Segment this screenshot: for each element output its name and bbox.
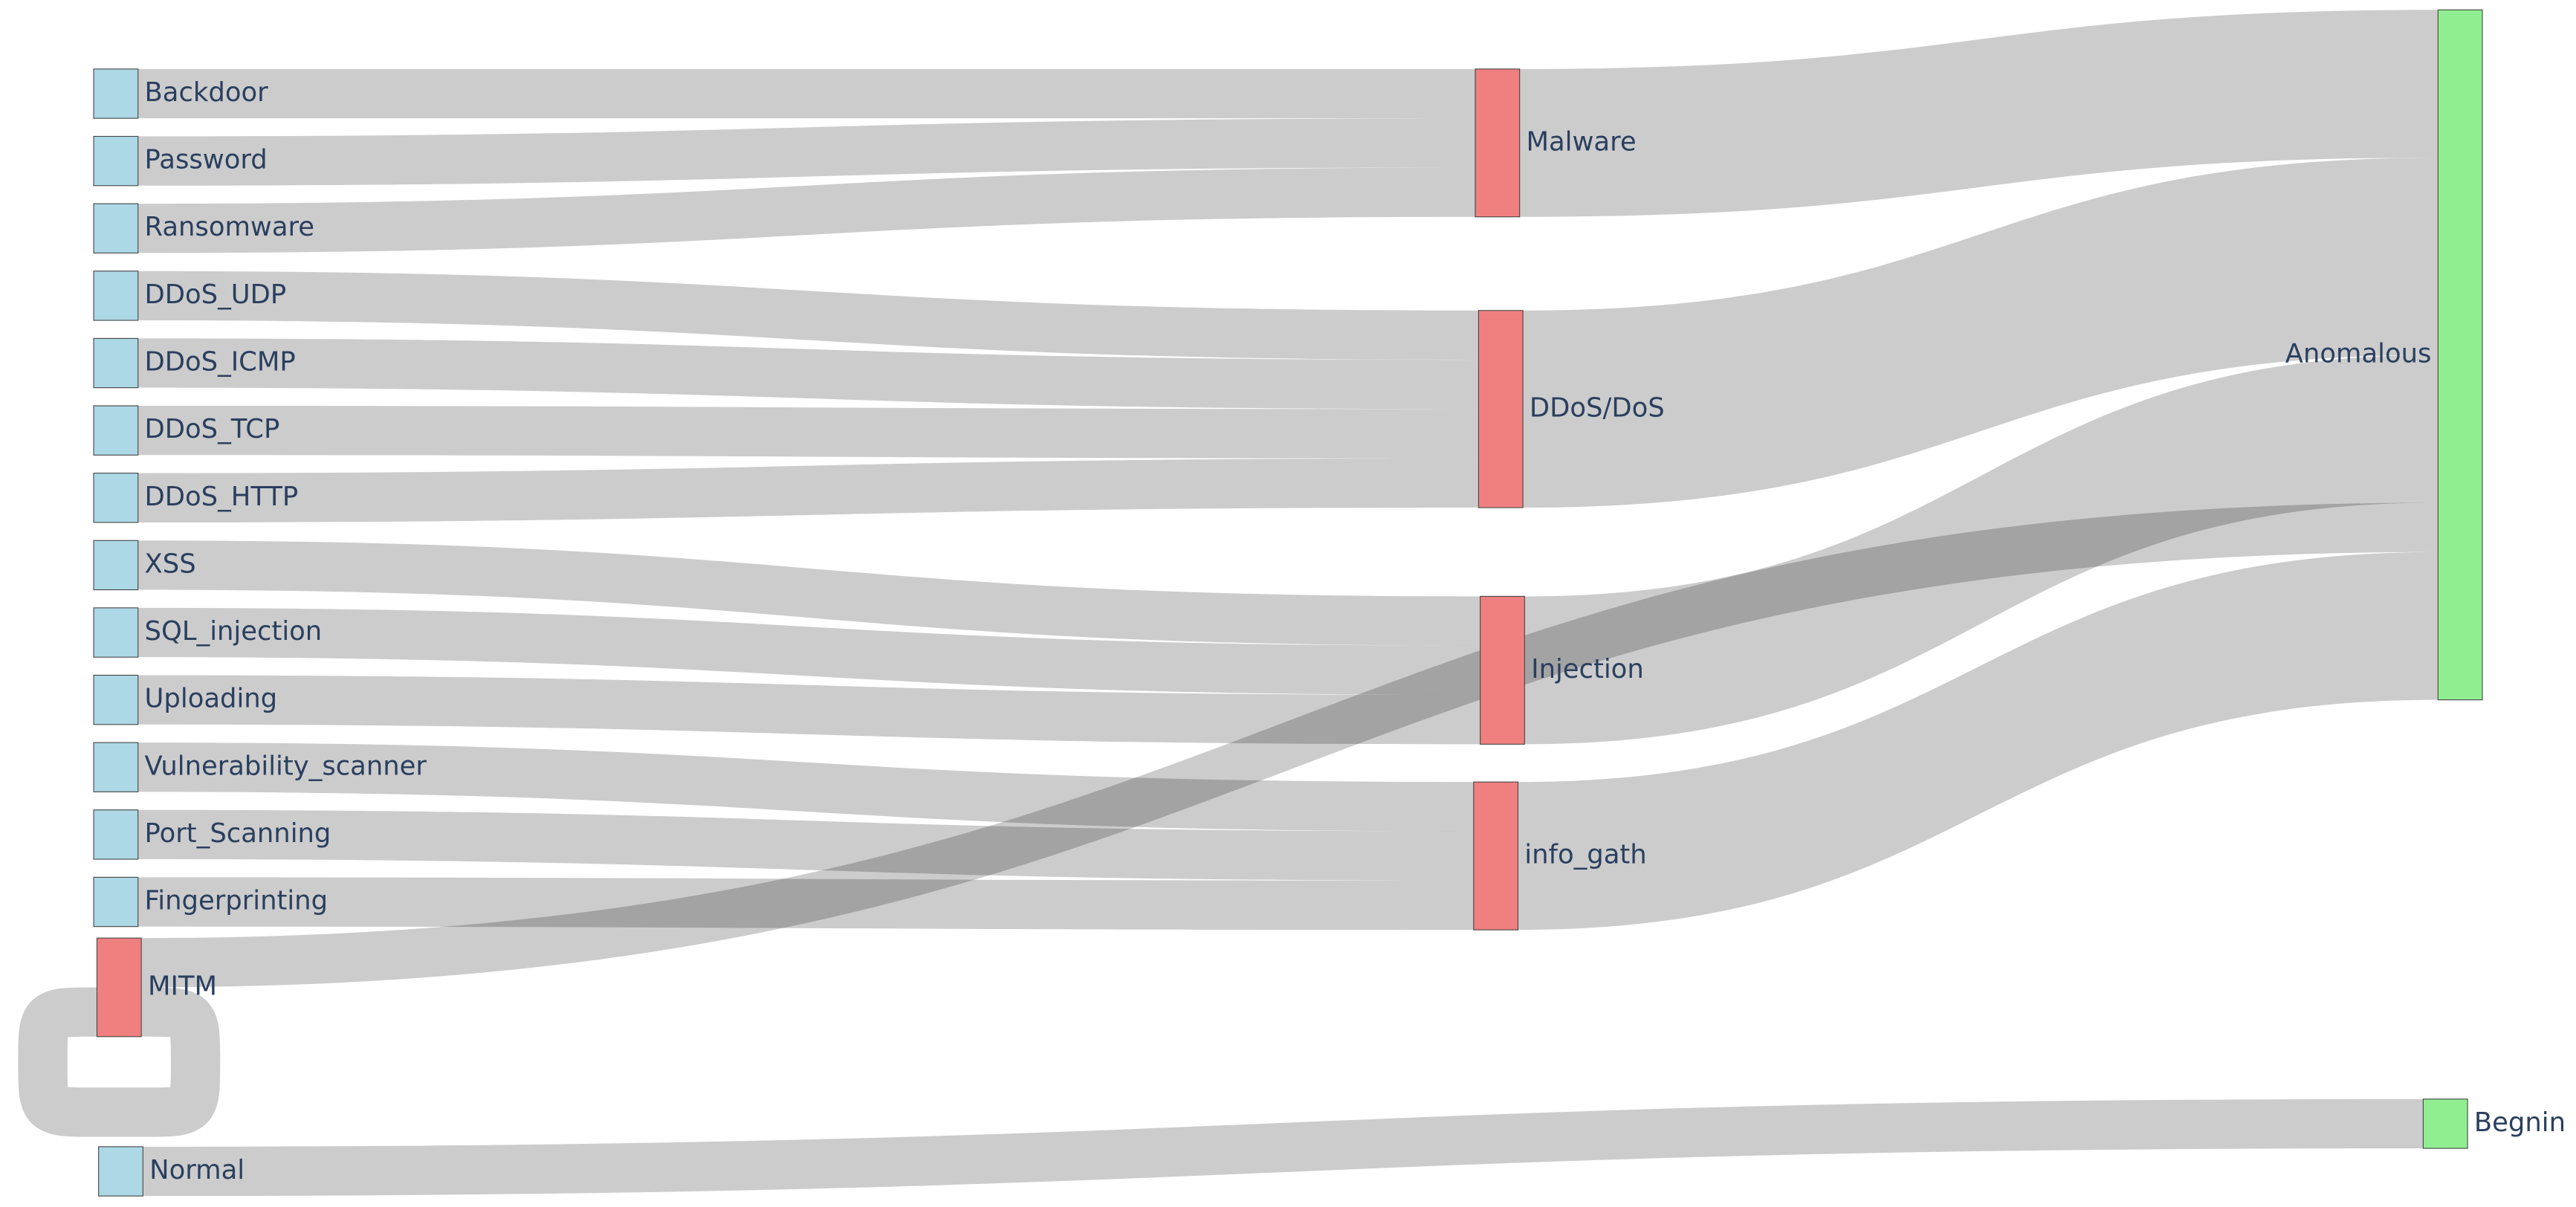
node [93, 876, 139, 928]
node-label: Begnin [2474, 1107, 2566, 1138]
layer: Backdoor Password Ransomware DDoS_UDP DDoS_I… [93, 9, 2566, 1197]
node [1475, 68, 1521, 218]
link [137, 68, 1475, 119]
node [93, 809, 139, 860]
node [98, 1146, 143, 1197]
link [137, 540, 1480, 646]
node [1480, 595, 1525, 745]
link [1519, 10, 2439, 217]
node [93, 405, 139, 456]
link [137, 338, 1479, 410]
node [93, 271, 139, 321]
node-label: Uploading [145, 684, 278, 714]
node-label: Anomalous [2285, 338, 2432, 369]
link [1523, 158, 2439, 508]
node-label: Fingerprinting [145, 886, 329, 916]
link [137, 742, 1474, 832]
node [93, 607, 139, 658]
link [137, 809, 1474, 881]
node [93, 473, 139, 523]
node [1478, 310, 1524, 508]
node-label: Ransomware [145, 212, 314, 242]
link [137, 405, 1479, 459]
node-label: DDoS_HTTP [145, 482, 299, 512]
self-loop-link [18, 987, 221, 1137]
node-label: Injection [1531, 654, 1644, 685]
node [93, 742, 139, 792]
node-label: info_gath [1524, 840, 1646, 870]
link [143, 1098, 2424, 1197]
node-label: DDoS_UDP [145, 279, 287, 310]
link [1524, 355, 2439, 745]
node [93, 68, 139, 119]
node [96, 937, 142, 1038]
link [137, 167, 1475, 253]
node [93, 337, 139, 389]
link [137, 877, 1474, 931]
node-label: Password [145, 145, 268, 175]
node-label: Port_Scanning [145, 818, 331, 849]
node-label: SQL_injection [145, 616, 323, 647]
link [137, 118, 1475, 186]
link [137, 458, 1479, 522]
node-label: Vulnerability_scanner [145, 751, 427, 781]
node-label: XSS [145, 549, 196, 579]
node [93, 674, 139, 725]
node [93, 203, 139, 253]
node-label: Normal [149, 1155, 245, 1185]
node [1473, 781, 1519, 931]
link [1518, 551, 2439, 931]
node-label: MITM [148, 971, 217, 1001]
node-label: Backdoor [145, 77, 269, 108]
node [2422, 1098, 2468, 1149]
node-label: DDoS/DoS [1530, 392, 1665, 423]
node [93, 135, 139, 187]
node-label: DDoS_ICMP [145, 347, 296, 378]
link [137, 607, 1480, 696]
link [141, 502, 2439, 988]
node-label: DDoS_TCP [145, 414, 280, 444]
node [2437, 9, 2483, 701]
link [137, 675, 1480, 745]
layer [18, 10, 2439, 1197]
node-label: Malware [1527, 126, 1637, 157]
link [137, 271, 1479, 360]
node [93, 540, 139, 591]
